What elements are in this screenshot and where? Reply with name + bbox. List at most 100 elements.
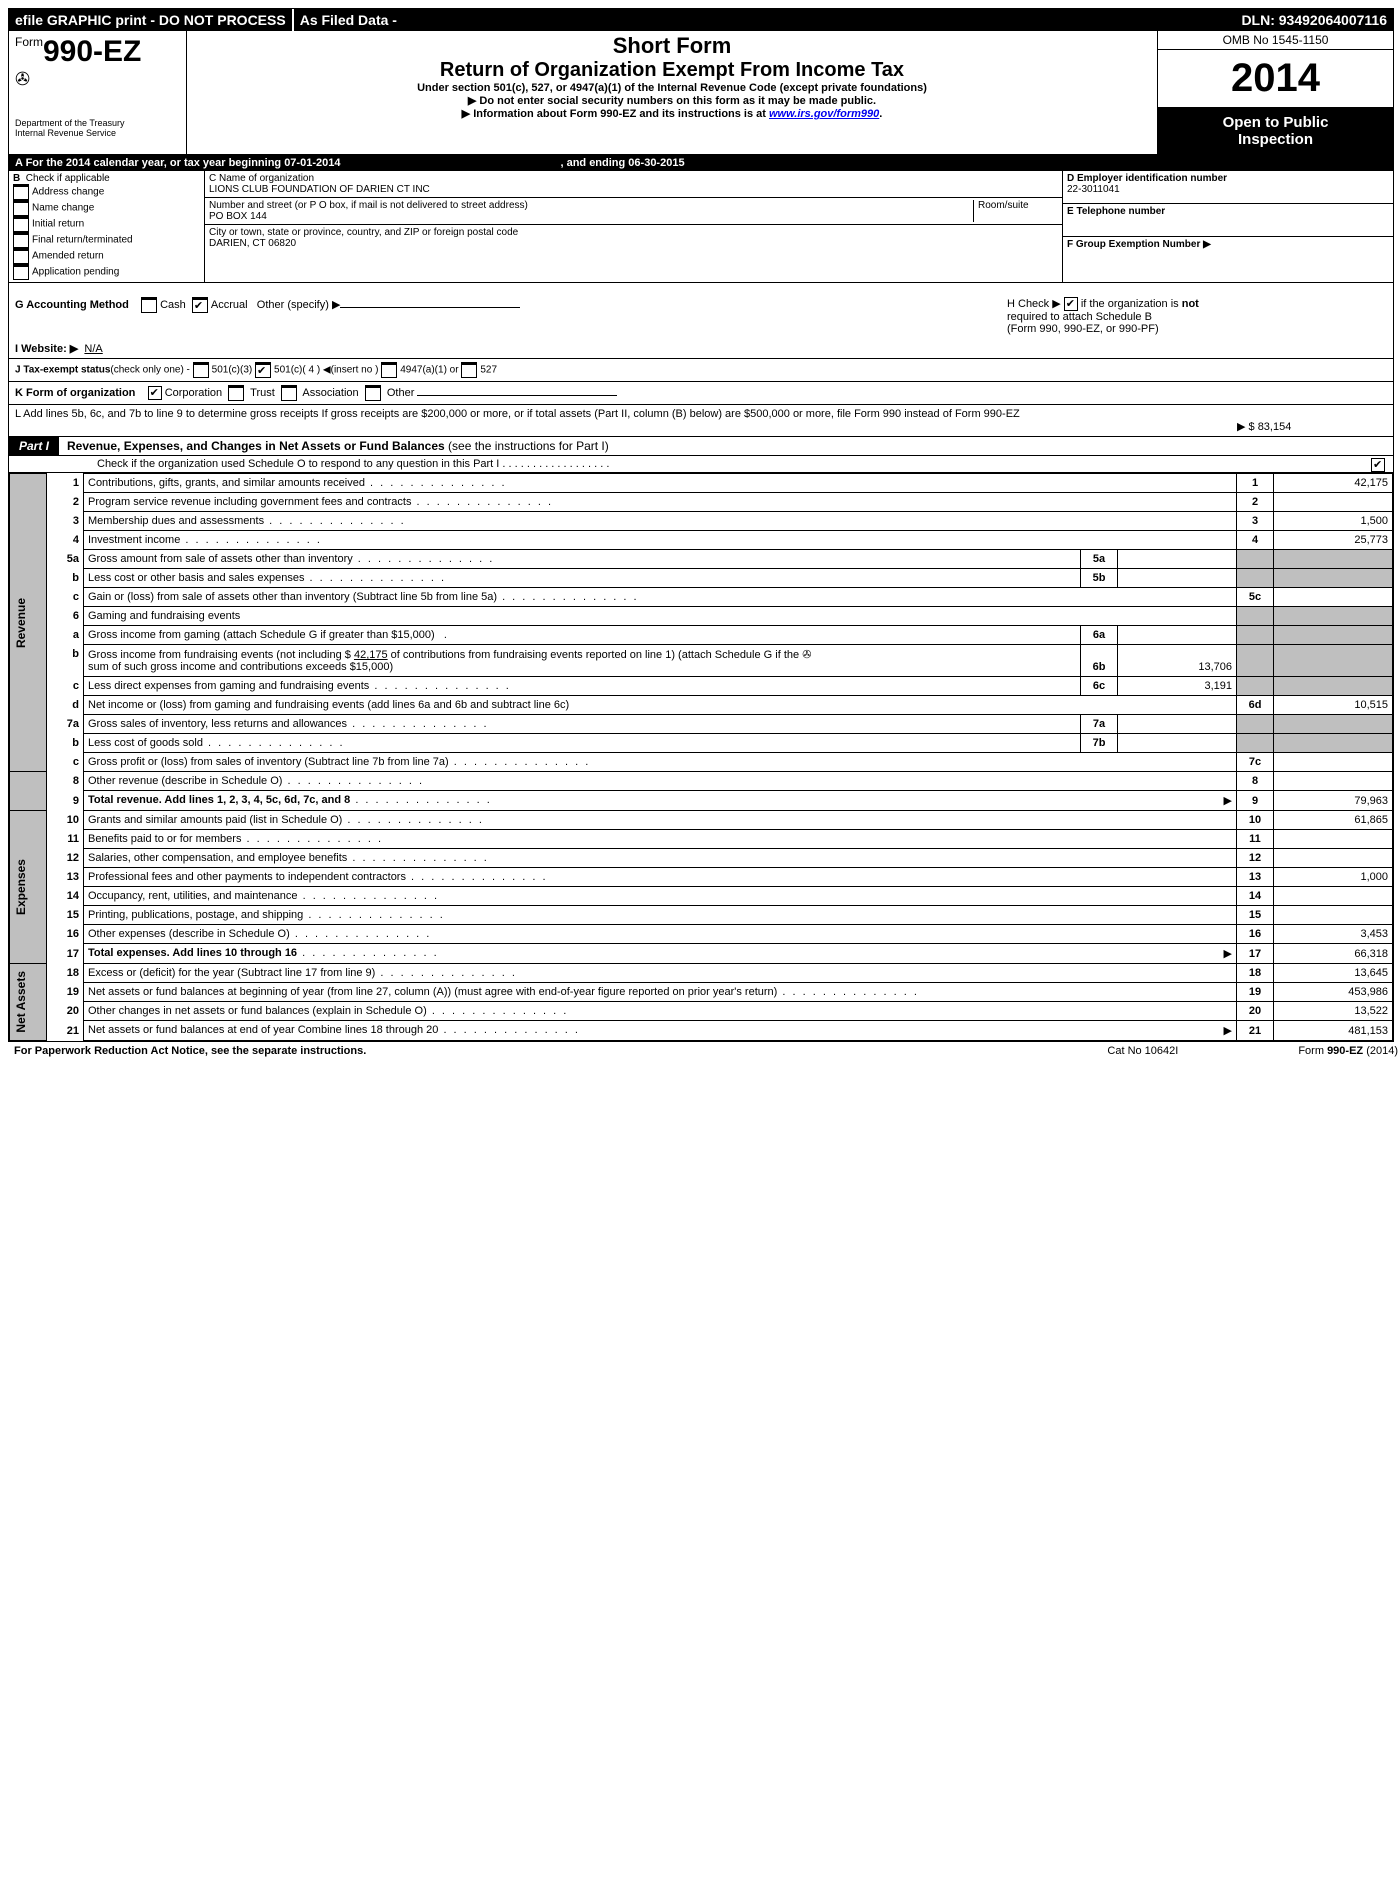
h-req: required to attach Schedule B bbox=[1007, 311, 1152, 323]
d-18: Excess or (deficit) for the year (Subtra… bbox=[84, 964, 1237, 983]
l-amount: ▶ $ 83,154 bbox=[1237, 408, 1387, 433]
e-label: E Telephone number bbox=[1067, 206, 1389, 217]
chk-assoc[interactable] bbox=[281, 385, 297, 401]
dept-treasury: Department of the Treasury bbox=[15, 118, 180, 128]
a-20: 13,522 bbox=[1274, 1002, 1393, 1021]
d-15: Printing, publications, postage, and shi… bbox=[84, 906, 1237, 925]
row-k: K Form of organization Corporation Trust… bbox=[9, 382, 1393, 405]
chk-amended[interactable] bbox=[13, 248, 29, 264]
footer-mid: Cat No 10642I bbox=[1107, 1045, 1178, 1057]
a-4: 25,773 bbox=[1274, 531, 1393, 550]
j-note: (check only one) - bbox=[110, 365, 189, 376]
ma-6b: 13,706 bbox=[1118, 645, 1237, 677]
g-7a bbox=[1237, 715, 1274, 734]
a-16: 3,453 bbox=[1274, 925, 1393, 944]
under-section: Under section 501(c), 527, or 4947(a)(1)… bbox=[193, 82, 1151, 94]
ln-5c: c bbox=[47, 588, 84, 607]
chk-trust[interactable] bbox=[228, 385, 244, 401]
chk-4947[interactable] bbox=[381, 362, 397, 378]
ga-6b bbox=[1274, 645, 1393, 677]
g-5b bbox=[1237, 569, 1274, 588]
ln-12: 12 bbox=[47, 849, 84, 868]
ma-6c: 3,191 bbox=[1118, 677, 1237, 696]
ma-5a bbox=[1118, 550, 1237, 569]
chk-corp[interactable] bbox=[148, 386, 162, 400]
d-14: Occupancy, rent, utilities, and maintena… bbox=[84, 887, 1237, 906]
col-b: B Check if applicable Address change Nam… bbox=[9, 171, 205, 282]
rn-13: 13 bbox=[1237, 868, 1274, 887]
g-label: G Accounting Method bbox=[15, 299, 129, 311]
section-bcdef: B Check if applicable Address change Nam… bbox=[9, 171, 1393, 283]
col-def: D Employer identification number 22-3011… bbox=[1063, 171, 1393, 282]
a-18: 13,645 bbox=[1274, 964, 1393, 983]
chk-name[interactable] bbox=[13, 200, 29, 216]
a-ending: , and ending 06-30-2015 bbox=[560, 157, 684, 169]
chk-final[interactable] bbox=[13, 232, 29, 248]
ga-7a bbox=[1274, 715, 1393, 734]
chk-pending[interactable] bbox=[13, 264, 29, 280]
rn-14: 14 bbox=[1237, 887, 1274, 906]
ln-4: 4 bbox=[47, 531, 84, 550]
chk-527[interactable] bbox=[461, 362, 477, 378]
d-8: Other revenue (describe in Schedule O) bbox=[84, 772, 1237, 791]
g-block: G Accounting Method Cash Accrual Other (… bbox=[15, 297, 520, 335]
irs-link[interactable]: www.irs.gov/form990 bbox=[769, 108, 879, 120]
rn-5c: 5c bbox=[1237, 588, 1274, 607]
a-9: 79,963 bbox=[1274, 791, 1393, 811]
rn-7c: 7c bbox=[1237, 753, 1274, 772]
info-line: ▶ Information about Form 990-EZ and its … bbox=[193, 107, 1151, 120]
g-6c bbox=[1237, 677, 1274, 696]
d-5a: Gross amount from sale of assets other t… bbox=[84, 550, 1081, 569]
d-7c: Gross profit or (loss) from sales of inv… bbox=[84, 753, 1237, 772]
footer-left: For Paperwork Reduction Act Notice, see … bbox=[14, 1045, 366, 1057]
chk-initial[interactable] bbox=[13, 216, 29, 232]
rn-4: 4 bbox=[1237, 531, 1274, 550]
form-word: Form bbox=[15, 35, 43, 49]
ga-6a bbox=[1274, 626, 1393, 645]
rn-18: 18 bbox=[1237, 964, 1274, 983]
a-7c bbox=[1274, 753, 1393, 772]
chk-cash[interactable] bbox=[141, 297, 157, 313]
c-street-label: Number and street (or P O box, if mail i… bbox=[209, 200, 969, 211]
c-name: LIONS CLUB FOUNDATION OF DARIEN CT INC bbox=[209, 184, 1058, 195]
b-item-0: Address change bbox=[32, 187, 104, 198]
efile-label: efile GRAPHIC print - DO NOT PROCESS bbox=[9, 9, 292, 31]
d-6a: Gross income from gaming (attach Schedul… bbox=[84, 626, 1081, 645]
dln-label: DLN: 93492064007116 bbox=[1235, 9, 1393, 31]
ln-6: 6 bbox=[47, 607, 84, 626]
chk-other[interactable] bbox=[365, 385, 381, 401]
d-value: 22-3011041 bbox=[1067, 184, 1389, 195]
d-1: Contributions, gifts, grants, and simila… bbox=[84, 474, 1237, 493]
l-text: L Add lines 5b, 6c, and 7b to line 9 to … bbox=[15, 408, 1237, 433]
chk-501c3[interactable] bbox=[193, 362, 209, 378]
b-item-4: Amended return bbox=[32, 251, 104, 262]
tax-year: 2014 bbox=[1158, 50, 1393, 108]
h-check: H Check ▶ bbox=[1007, 298, 1061, 310]
b-item-1: Name change bbox=[32, 203, 94, 214]
part1-sub: Check if the organization used Schedule … bbox=[9, 456, 1393, 473]
ln-17: 17 bbox=[47, 944, 84, 964]
return-title: Return of Organization Exempt From Incom… bbox=[193, 59, 1151, 82]
side-netassets: Net Assets bbox=[10, 964, 47, 1041]
a-6d: 10,515 bbox=[1274, 696, 1393, 715]
ln-6b: b bbox=[47, 645, 84, 677]
chk-accrual[interactable] bbox=[192, 297, 208, 313]
part1-sub-text: Check if the organization used Schedule … bbox=[97, 458, 609, 470]
a-13: 1,000 bbox=[1274, 868, 1393, 887]
d-5c: Gain or (loss) from sale of assets other… bbox=[84, 588, 1237, 607]
ga-6 bbox=[1274, 607, 1393, 626]
rn-2: 2 bbox=[1237, 493, 1274, 512]
b-item-3: Final return/terminated bbox=[32, 235, 133, 246]
chk-address[interactable] bbox=[13, 184, 29, 200]
ln-16: 16 bbox=[47, 925, 84, 944]
rn-11: 11 bbox=[1237, 830, 1274, 849]
j-o2: 501(c)( 4 ) ◀(insert no ) bbox=[274, 365, 378, 376]
side-expenses: Expenses bbox=[10, 811, 47, 964]
h-block: H Check ▶ if the organization is not req… bbox=[1007, 297, 1387, 335]
chk-schedule-o[interactable] bbox=[1371, 458, 1385, 472]
chk-501c[interactable] bbox=[255, 362, 271, 378]
ln-11: 11 bbox=[47, 830, 84, 849]
a-5c bbox=[1274, 588, 1393, 607]
chk-h[interactable] bbox=[1064, 297, 1078, 311]
info-pre: ▶ Information about Form 990-EZ and its … bbox=[462, 108, 769, 120]
